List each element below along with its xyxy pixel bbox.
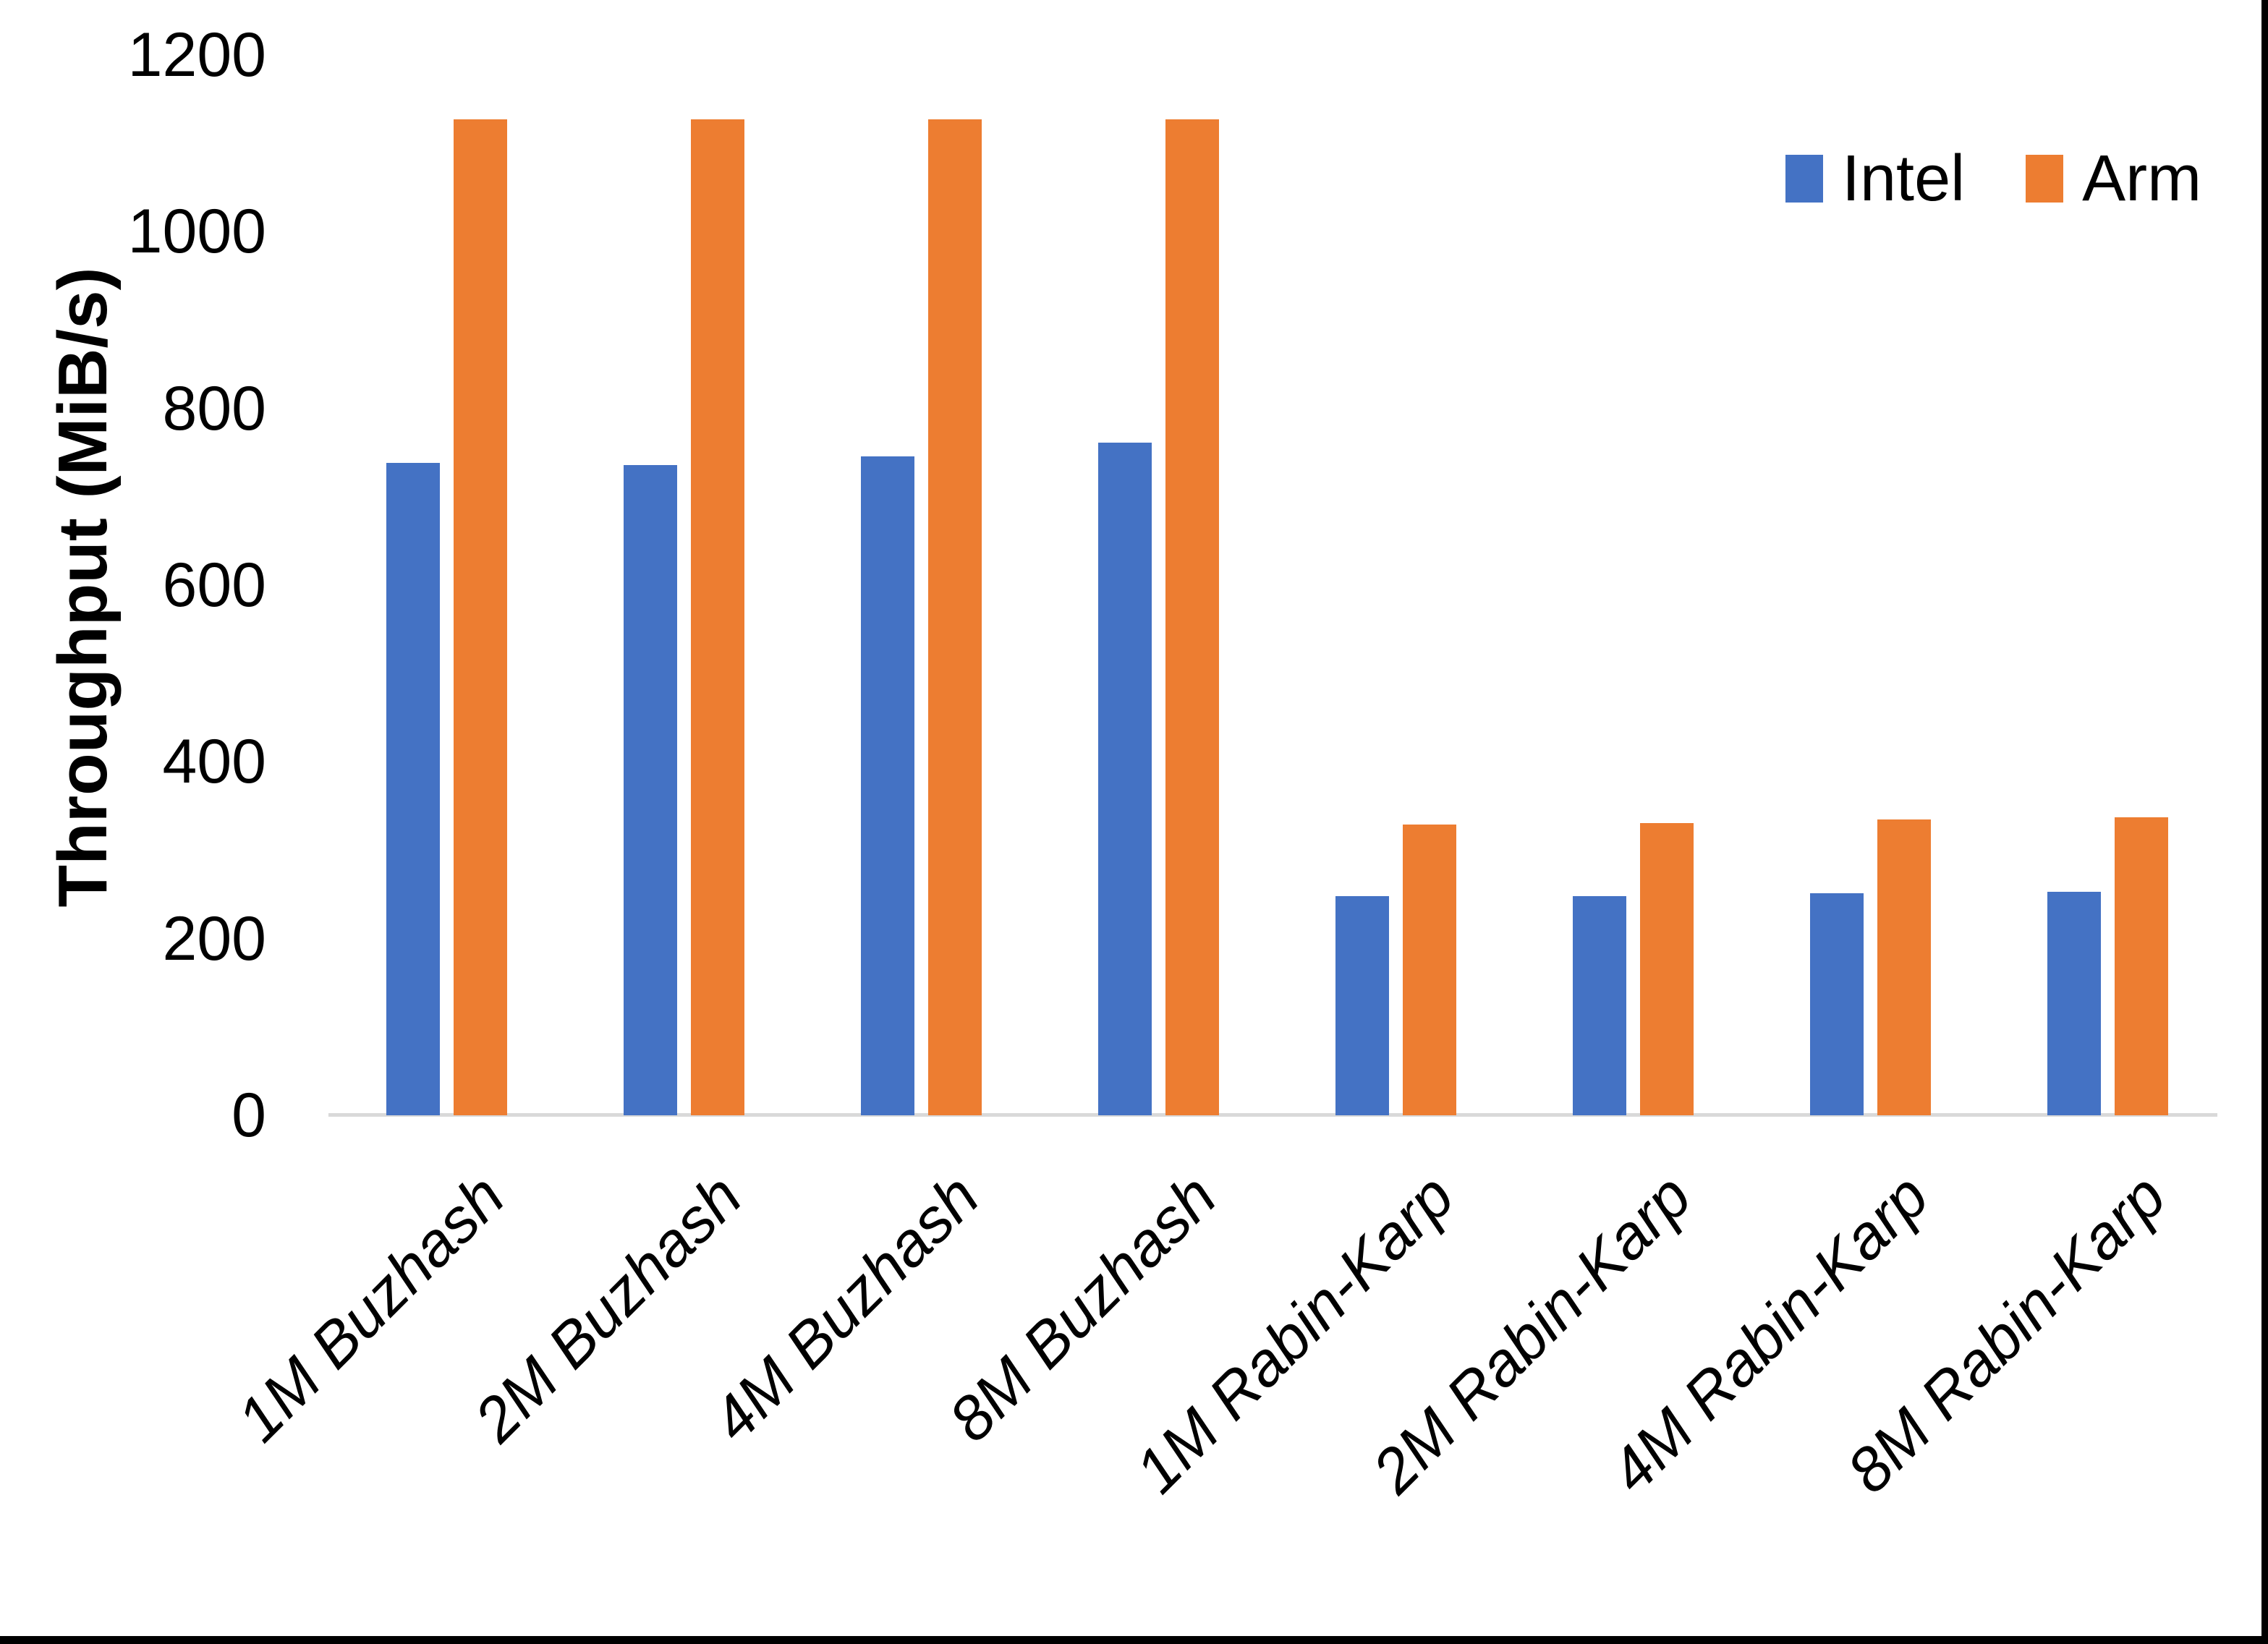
- bar-arm-2m-buzhash: [691, 119, 744, 1115]
- legend-swatch-intel: [1785, 155, 1823, 203]
- y-tick-label-200: 200: [162, 903, 267, 974]
- bar-arm-8m-rabin-karp: [2115, 817, 2168, 1115]
- y-tick-label-800: 800: [162, 373, 267, 443]
- bar-intel-1m-rabin-karp: [1335, 896, 1389, 1115]
- bar-intel-4m-rabin-karp: [1810, 893, 1864, 1115]
- bar-intel-2m-buzhash: [624, 465, 677, 1115]
- page-right-border: [2261, 0, 2268, 1644]
- bar-intel-1m-buzhash: [386, 463, 440, 1115]
- bar-intel-8m-buzhash: [1098, 443, 1152, 1115]
- legend-label-arm: Arm: [2082, 142, 2202, 215]
- legend-label-intel: Intel: [1842, 142, 1966, 215]
- bar-arm-1m-buzhash: [454, 119, 507, 1115]
- bar-intel-2m-rabin-karp: [1573, 896, 1626, 1115]
- y-tick-label-400: 400: [162, 727, 267, 797]
- legend: Intel Arm: [1785, 142, 2201, 215]
- bar-arm-4m-rabin-karp: [1877, 819, 1931, 1115]
- legend-swatch-arm: [2026, 155, 2064, 203]
- bar-intel-8m-rabin-karp: [2047, 892, 2101, 1115]
- page-bottom-border: [0, 1636, 2268, 1644]
- bar-intel-4m-buzhash: [861, 456, 914, 1115]
- bar-arm-1m-rabin-karp: [1403, 825, 1456, 1115]
- y-tick-label-1000: 1000: [127, 197, 266, 267]
- plot-area: [328, 55, 2217, 1117]
- y-tick-label-0: 0: [232, 1081, 266, 1150]
- x-axis-line: [328, 1113, 2217, 1117]
- y-tick-label-600: 600: [162, 550, 267, 620]
- bar-arm-8m-buzhash: [1165, 119, 1219, 1115]
- bar-arm-2m-rabin-karp: [1640, 823, 1694, 1115]
- y-tick-label-1200: 1200: [127, 20, 266, 90]
- bar-arm-4m-buzhash: [928, 119, 982, 1115]
